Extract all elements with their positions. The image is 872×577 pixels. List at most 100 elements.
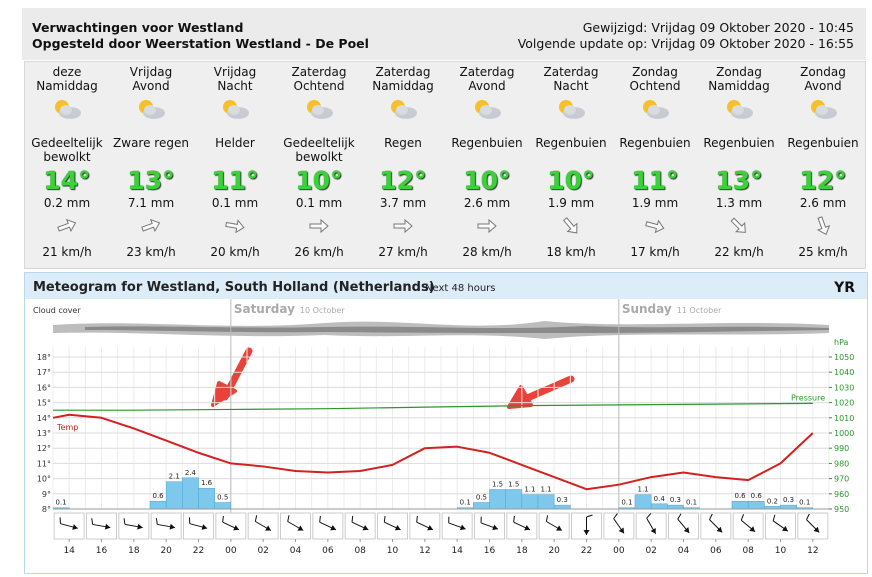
wind-head xyxy=(394,524,401,531)
wind-barb xyxy=(772,514,789,532)
wind-head xyxy=(492,524,498,531)
rain: 2.6 mm xyxy=(799,196,847,210)
x-tick-label: 08 xyxy=(354,546,366,556)
x-tick-label: 00 xyxy=(613,546,625,556)
x-tick-label: 02 xyxy=(645,546,656,556)
wind-head xyxy=(813,526,820,533)
wind-barb xyxy=(383,515,401,531)
wind-head xyxy=(201,524,208,530)
precip-label: 0.6 xyxy=(751,492,763,500)
period: Vrijdag Nacht xyxy=(193,65,277,93)
wind-feather xyxy=(772,514,776,521)
precip-label: 2.4 xyxy=(185,469,197,477)
y-tick-label: 10° xyxy=(37,475,51,484)
precip-label: 0.1 xyxy=(460,499,471,507)
x-tick-label: 04 xyxy=(678,546,690,556)
wind-head xyxy=(427,524,433,531)
precip-label: 0.1 xyxy=(56,499,67,507)
wind-arrow xyxy=(225,219,245,234)
wind-barb xyxy=(677,513,690,534)
y2-tick-label: 990 xyxy=(834,444,849,453)
wind-feather xyxy=(740,514,745,521)
weather-icon xyxy=(55,100,81,119)
y2-tick-label: 960 xyxy=(834,490,849,499)
title: Verwachtingen voor Westland xyxy=(32,20,244,35)
precip-bar xyxy=(634,494,652,510)
weather-icon xyxy=(727,100,753,119)
period-day: Zaterdag xyxy=(459,65,515,79)
wind-head xyxy=(362,524,369,531)
period-day: Zondag xyxy=(800,65,846,79)
x-tick-label: 18 xyxy=(516,546,528,556)
day-date: 10 October xyxy=(300,306,345,315)
forecast-column: deze Namiddag Gedeeltelijk bewolkt 14° 0.2 m… xyxy=(25,62,109,268)
cloud-cover-label: Cloud cover xyxy=(33,306,81,315)
pressure-label: Pressure xyxy=(791,393,825,402)
forecast-column: Zaterdag Avond Regenbuien 10° 2.6 mm 28 km/h xyxy=(445,62,529,268)
period: Zaterdag Ochtend xyxy=(277,65,361,93)
wind-feather xyxy=(586,514,593,518)
period-day: Zaterdag xyxy=(375,65,431,79)
precip-bar xyxy=(780,504,797,510)
wind-speed: 17 km/h xyxy=(630,245,680,259)
wind-speed: 18 km/h xyxy=(546,245,596,259)
forecast-column: Zondag Avond Regenbuien 12° 2.6 mm 25 km/h xyxy=(781,62,865,268)
rain: 0.1 mm xyxy=(295,196,343,210)
y2-tick-label: 970 xyxy=(834,475,849,484)
period-day: Vrijdag xyxy=(213,65,257,79)
y2-tick-label: 1010 xyxy=(834,414,854,423)
temperature: 14° xyxy=(43,166,91,195)
wind-feather xyxy=(222,515,224,523)
wind-arrow xyxy=(141,218,161,233)
wind-barb xyxy=(806,513,820,533)
precip-label: 1.1 xyxy=(638,486,649,494)
x-tick-label: 10 xyxy=(775,546,787,556)
wind-feather xyxy=(351,515,354,523)
description: Regenbuien xyxy=(535,136,607,150)
period-part: Avond xyxy=(804,79,842,93)
period-part: Namiddag xyxy=(36,79,98,93)
precip-bar xyxy=(489,489,506,510)
y-tick-label: 16° xyxy=(37,383,51,392)
precip-bar xyxy=(650,503,668,510)
wind-head xyxy=(583,530,590,535)
description: Gedeeltelijk bewolkt xyxy=(283,136,355,164)
wind-speed: 22 km/h xyxy=(714,245,764,259)
temperature: 11° xyxy=(631,166,679,195)
precip-label: 0.3 xyxy=(670,496,681,504)
annotation-arrow xyxy=(521,375,575,403)
period: deze Namiddag xyxy=(25,65,109,93)
precip-label: 0.6 xyxy=(735,492,747,500)
day-name: Sunday 11 October xyxy=(622,302,722,316)
description: Gedeeltelijk bewolkt xyxy=(31,136,103,164)
x-tick-label: 06 xyxy=(710,546,722,556)
y2-tick-label: 980 xyxy=(834,459,849,468)
precip-bar xyxy=(182,477,199,510)
weather-icon xyxy=(559,100,585,119)
x-tick-label: 22 xyxy=(193,546,204,556)
wind-barb xyxy=(583,514,593,535)
x-tick-label: 20 xyxy=(160,546,172,556)
wind-head xyxy=(233,524,239,531)
y2-axis-label: hPa xyxy=(834,338,849,347)
x-tick-label: 22 xyxy=(581,546,592,556)
precip-label: 0.2 xyxy=(767,497,778,505)
wind-barb xyxy=(740,514,756,533)
day-name-text: Saturday xyxy=(234,302,295,316)
x-tick-label: 00 xyxy=(225,546,237,556)
wind-feather xyxy=(59,517,61,524)
temperature: 10° xyxy=(295,166,343,195)
meteogram-subtitle: Next 48 hours xyxy=(425,283,496,294)
rain: 0.1 mm xyxy=(211,196,259,210)
y2-tick-label: 1020 xyxy=(834,399,854,408)
wind-barb xyxy=(513,515,531,531)
temperature: 11° xyxy=(211,166,259,195)
forecast: deze Namiddag Gedeeltelijk bewolkt 14° 0.2 m… xyxy=(24,61,866,269)
wind-barb xyxy=(448,516,466,531)
wind-head xyxy=(749,526,756,532)
y-tick-label: 9° xyxy=(42,490,51,499)
wind-arrow xyxy=(730,217,746,233)
forecast-column: Vrijdag Avond Zware regen 13° 7.1 mm 23 km/h xyxy=(109,62,193,268)
wind-head xyxy=(72,524,78,530)
header: Verwachtingen voor Westland Opgesteld do… xyxy=(22,8,866,60)
